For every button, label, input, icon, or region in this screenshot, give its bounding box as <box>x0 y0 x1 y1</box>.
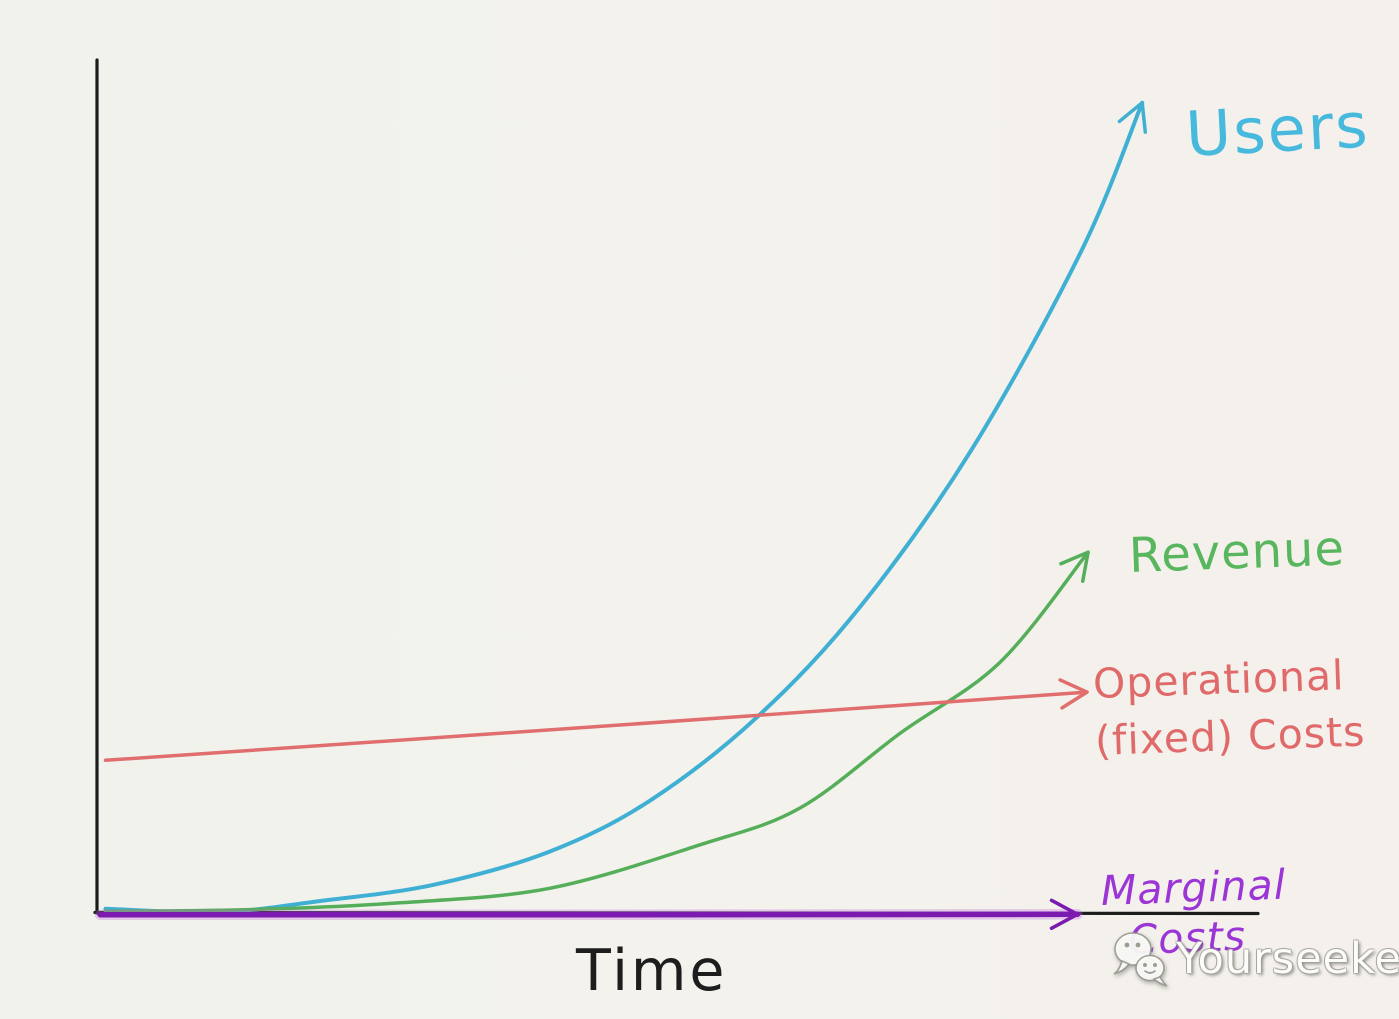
watermark: Yourseeker <box>1108 924 1399 994</box>
series-curve-operational-fixed-costs <box>103 678 1089 763</box>
series-curves <box>94 100 1148 931</box>
watermark-text: Yourseeker <box>1176 934 1399 984</box>
series-curve-users <box>103 100 1148 915</box>
operational-costs-label-line2: (fixed) Costs <box>1094 707 1367 765</box>
operational-costs-label: Operational (fixed) Costs <box>1092 647 1366 770</box>
x-axis-title: Time <box>576 938 728 1004</box>
series-curve-revenue <box>103 550 1090 914</box>
users-label: Users <box>1184 88 1372 171</box>
revenue-label: Revenue <box>1128 520 1346 584</box>
operational-costs-label-line1: Operational <box>1092 651 1346 708</box>
wechat-chat-bubbles-icon <box>1108 924 1172 994</box>
marginal-costs-label-line1: Marginal <box>1100 860 1287 915</box>
